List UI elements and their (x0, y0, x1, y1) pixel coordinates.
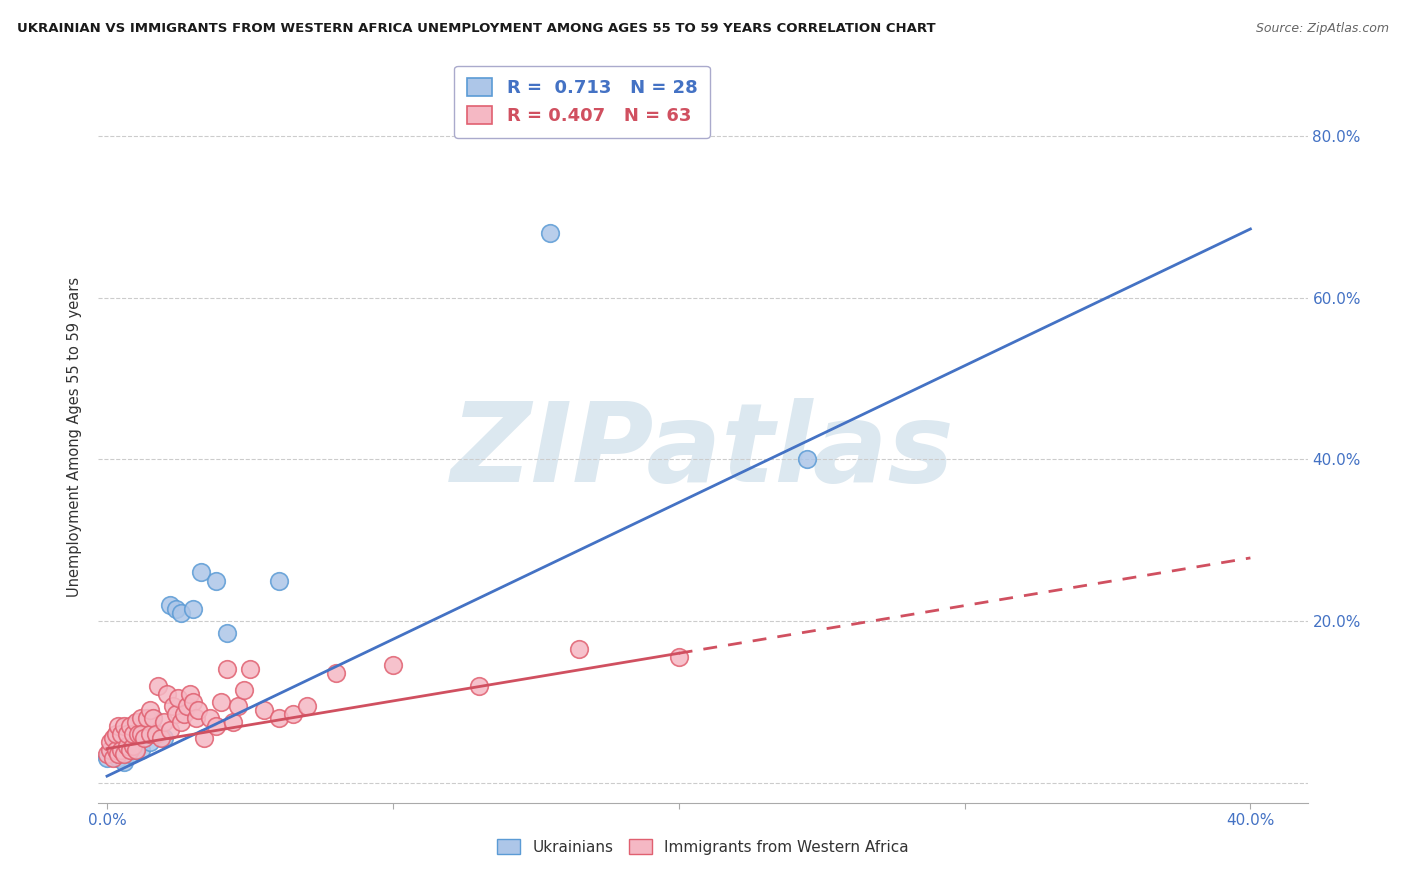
Point (124, 743, 146, 757)
Point (101, 747, 124, 762)
Point (96, 751, 118, 765)
Point (142, 711, 165, 725)
Point (127, 727, 149, 741)
Point (170, 714, 193, 729)
Point (142, 711, 165, 725)
Point (181, 602, 204, 616)
Point (110, 727, 132, 741)
Point (325, 666, 347, 681)
Text: Source: ZipAtlas.com: Source: ZipAtlas.com (1256, 22, 1389, 36)
Point (121, 739, 143, 754)
Point (568, 642, 591, 657)
Point (184, 711, 207, 725)
Point (115, 739, 138, 754)
Point (112, 719, 135, 733)
Point (115, 727, 138, 741)
Point (129, 727, 152, 741)
Point (121, 739, 143, 754)
Point (173, 706, 195, 721)
Point (112, 747, 135, 762)
Point (159, 723, 181, 737)
Point (129, 743, 152, 757)
Point (118, 743, 141, 757)
Point (162, 698, 184, 713)
Point (159, 598, 181, 612)
Point (267, 574, 290, 588)
Point (181, 695, 204, 709)
Point (228, 698, 250, 713)
Point (198, 711, 221, 725)
Point (104, 731, 127, 746)
Point (295, 698, 318, 713)
Point (98, 735, 121, 749)
Point (110, 743, 132, 757)
Point (121, 727, 143, 741)
Point (127, 727, 149, 741)
Point (148, 679, 170, 693)
Point (101, 731, 124, 746)
Point (170, 606, 193, 620)
Point (215, 662, 238, 676)
Point (668, 650, 690, 665)
Point (153, 731, 176, 746)
Point (124, 743, 146, 757)
Point (139, 735, 162, 749)
Point (107, 719, 129, 733)
Point (115, 735, 138, 749)
Point (107, 747, 129, 762)
Point (187, 703, 209, 717)
Point (104, 727, 127, 741)
Point (165, 706, 187, 721)
Point (467, 679, 489, 693)
Point (118, 747, 141, 762)
Point (281, 706, 304, 721)
Point (209, 695, 232, 709)
Text: UKRAINIAN VS IMMIGRANTS FROM WESTERN AFRICA UNEMPLOYMENT AMONG AGES 55 TO 59 YEA: UKRAINIAN VS IMMIGRANTS FROM WESTERN AFR… (17, 22, 935, 36)
Point (176, 698, 198, 713)
Point (107, 751, 129, 765)
Point (190, 566, 212, 580)
Point (129, 711, 152, 725)
Point (239, 662, 262, 676)
Point (215, 626, 238, 640)
Point (98, 743, 121, 757)
Point (233, 682, 256, 697)
Point (193, 731, 215, 746)
Point (179, 687, 201, 701)
Point (124, 714, 146, 729)
Point (156, 687, 179, 701)
Point (110, 743, 132, 757)
Point (165, 602, 187, 616)
Point (167, 690, 190, 705)
Point (96, 747, 118, 762)
Point (101, 751, 124, 765)
Point (136, 711, 159, 725)
Point (145, 727, 167, 741)
Point (139, 703, 162, 717)
Point (148, 727, 170, 741)
Point (381, 658, 404, 673)
Point (150, 731, 173, 746)
Point (253, 703, 276, 717)
Point (139, 727, 162, 741)
Point (118, 719, 141, 733)
Point (112, 756, 135, 770)
Point (104, 743, 127, 757)
Point (222, 714, 245, 729)
Legend: Ukrainians, Immigrants from Western Africa: Ukrainians, Immigrants from Western Afri… (491, 833, 915, 861)
Point (153, 714, 176, 729)
Point (134, 731, 156, 746)
Point (796, 452, 818, 467)
Point (204, 574, 226, 588)
Point (204, 719, 226, 733)
Point (134, 731, 156, 746)
Y-axis label: Unemployment Among Ages 55 to 59 years: Unemployment Among Ages 55 to 59 years (67, 277, 83, 597)
Point (538, 226, 561, 240)
Point (98, 743, 121, 757)
Text: ZIPatlas: ZIPatlas (451, 398, 955, 505)
Point (267, 711, 290, 725)
